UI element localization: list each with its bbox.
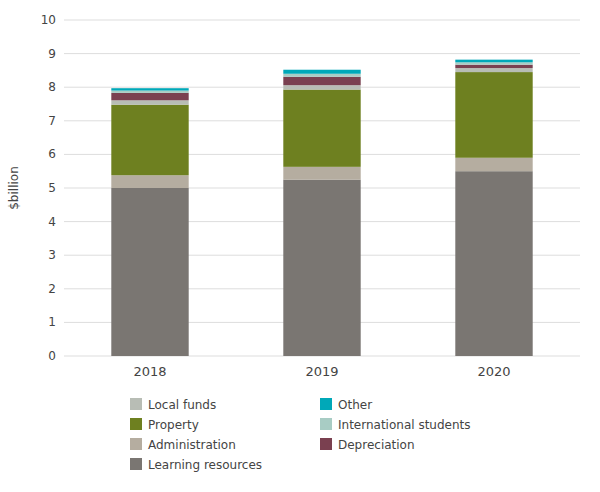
- bar-segment: [455, 60, 532, 63]
- bar-segment: [111, 88, 188, 90]
- y-tick-label: 4: [48, 215, 56, 229]
- legend-label: Other: [338, 398, 372, 412]
- y-tick-label: 5: [48, 181, 56, 195]
- y-tick-label: 0: [48, 349, 56, 363]
- y-tick-label: 8: [48, 80, 56, 94]
- x-tick-label: 2018: [133, 364, 166, 379]
- legend-swatch: [320, 418, 332, 430]
- bar-segment: [283, 90, 360, 167]
- y-tick-label: 9: [48, 47, 56, 61]
- y-tick-label: 7: [48, 114, 56, 128]
- bar-segment: [283, 77, 360, 85]
- y-tick-label: 6: [48, 147, 56, 161]
- legend-label: International students: [338, 418, 471, 432]
- legend-label: Local funds: [148, 398, 216, 412]
- bar-segment: [283, 74, 360, 77]
- bar-segment: [455, 62, 532, 64]
- x-tick-label: 2019: [305, 364, 338, 379]
- legend-label: Depreciation: [338, 438, 415, 452]
- bar-segment: [455, 72, 532, 158]
- bars: [111, 60, 532, 356]
- bar-segment: [455, 68, 532, 72]
- y-tick-label: 2: [48, 282, 56, 296]
- bar-segment: [111, 100, 188, 104]
- legend-label: Administration: [148, 438, 236, 452]
- bar-segment: [111, 188, 188, 356]
- chart: 0 1 2 3 4 5 6 7 8 9 10 $billion 2018 2019 2020 Local fu…: [0, 0, 600, 492]
- legend-label: Property: [148, 418, 199, 432]
- legend-label: Learning resources: [148, 458, 262, 472]
- bar-segment: [283, 85, 360, 89]
- bar-segment: [283, 70, 360, 74]
- bar-segment: [111, 93, 188, 100]
- bar-segment: [455, 171, 532, 356]
- y-axis-label: $billion: [7, 166, 21, 210]
- grid-line: [64, 20, 580, 21]
- legend-swatch: [130, 438, 142, 450]
- legend-swatch: [130, 418, 142, 430]
- bar-segment: [111, 175, 188, 188]
- bar-segment: [111, 105, 188, 176]
- legend-swatch: [320, 398, 332, 410]
- legend-swatch: [130, 458, 142, 470]
- legend-swatch: [130, 398, 142, 410]
- y-tick-label: 1: [48, 315, 56, 329]
- legend: Local funds Property Administration Learnin…: [130, 398, 471, 472]
- x-tick-label: 2020: [477, 364, 510, 379]
- legend-swatch: [320, 438, 332, 450]
- bar-segment: [283, 167, 360, 180]
- bar-segment: [111, 91, 188, 93]
- bar-segment: [455, 158, 532, 171]
- bar-segment: [455, 65, 532, 68]
- bar-segment: [283, 180, 360, 356]
- grid-line: [64, 53, 580, 54]
- grid: [64, 20, 580, 356]
- y-tick-label: 10: [41, 13, 56, 27]
- y-tick-label: 3: [48, 248, 56, 262]
